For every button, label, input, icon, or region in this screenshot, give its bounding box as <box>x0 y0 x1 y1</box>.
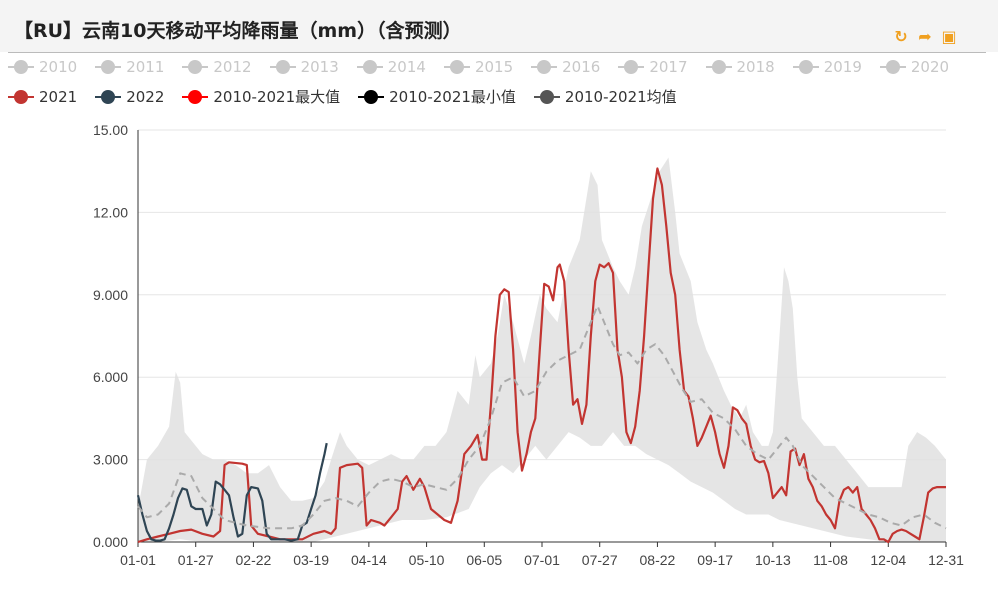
y-tick-label: 12.00 <box>93 204 128 220</box>
legend-item-2018[interactable]: 2018 <box>705 58 775 76</box>
max-min-band <box>138 157 946 542</box>
legend-label: 2019 <box>823 58 862 76</box>
chart-header: 【RU】云南10天移动平均降雨量（mm）（含预测） ↻ ➦ ▣ <box>0 0 998 52</box>
legend-item-2010[interactable]: 2010 <box>8 58 77 76</box>
legend-label: 2011 <box>126 58 165 76</box>
legend-item-2020[interactable]: 2020 <box>879 58 950 76</box>
x-tick-label: 07-01 <box>524 552 560 568</box>
legend-marker-icon <box>792 60 819 74</box>
legend-label: 2016 <box>562 58 601 76</box>
x-tick-label: 07-27 <box>582 552 618 568</box>
legend-marker-icon <box>443 60 470 74</box>
x-tick-label: 10-13 <box>755 552 791 568</box>
legend-label: 2020 <box>910 58 950 76</box>
share-icon[interactable]: ➦ <box>918 29 932 46</box>
legend-item-2013[interactable]: 2013 <box>269 58 339 76</box>
legend-label: 2012 <box>213 58 252 76</box>
legend-item-2015[interactable]: 2015 <box>443 58 514 76</box>
legend-marker-icon <box>269 60 296 74</box>
x-tick-label: 12-31 <box>928 552 964 568</box>
legend-item-2017[interactable]: 2017 <box>618 58 688 76</box>
legend-item-2010-2021均值[interactable]: 2010-2021均值 <box>533 86 677 107</box>
header-divider <box>8 52 986 53</box>
x-tick-label: 04-14 <box>351 552 387 568</box>
chart-toolbar: ↻ ➦ ▣ <box>892 28 958 46</box>
chart-title: 【RU】云南10天移动平均降雨量（mm）（含预测） <box>14 20 462 42</box>
legend-item-2016[interactable]: 2016 <box>531 58 600 76</box>
x-tick-label: 06-05 <box>466 552 502 568</box>
legend-item-2010-2021最大值[interactable]: 2010-2021最大值 <box>182 86 340 107</box>
legend-marker-icon <box>182 60 209 74</box>
x-tick-label: 09-17 <box>697 552 733 568</box>
legend-marker-icon <box>618 60 645 74</box>
legend-label: 2010-2021最大值 <box>213 88 341 106</box>
legend-item-2011[interactable]: 2011 <box>95 58 164 76</box>
legend-marker-icon <box>358 89 385 104</box>
x-tick-label: 12-04 <box>870 552 906 568</box>
x-tick-label: 02-22 <box>236 552 272 568</box>
y-tick-label: 3.000 <box>93 452 128 468</box>
legend-marker-icon <box>8 60 34 74</box>
x-tick-label: 01-01 <box>120 552 156 568</box>
y-tick-label: 9.000 <box>93 287 128 303</box>
legend-label: 2021 <box>39 87 78 106</box>
series-line-2021 <box>137 167 946 544</box>
legend-item-2014[interactable]: 2014 <box>356 58 426 76</box>
legend-item-2012[interactable]: 2012 <box>182 58 252 76</box>
refresh-icon[interactable]: ↻ <box>894 29 908 46</box>
x-tick-label: 08-22 <box>640 552 676 568</box>
legend-label: 2022 <box>126 87 165 106</box>
series-line-2022 <box>136 442 328 542</box>
x-tick-label: 01-27 <box>178 552 214 568</box>
legend-label: 2015 <box>474 58 514 76</box>
legend-marker-icon <box>8 89 34 104</box>
y-tick-label: 6.000 <box>93 369 128 385</box>
legend-marker-icon <box>356 60 383 74</box>
save-image-icon[interactable]: ▣ <box>941 29 957 46</box>
legend-marker-icon <box>533 89 560 104</box>
legend-marker-icon <box>182 89 209 104</box>
legend-label: 2010-2021最小值 <box>389 88 516 106</box>
series-line-2010-2021均值 <box>137 304 947 530</box>
legend-marker-icon <box>705 60 732 74</box>
legend-item-2010-2021最小值[interactable]: 2010-2021最小值 <box>358 86 516 107</box>
legend-marker-icon <box>879 60 906 74</box>
x-tick-label: 11-08 <box>813 552 848 568</box>
legend-row-series: 2021 2022 2010-2021最大值 2010-2021最小值 2010-202… <box>8 86 998 107</box>
legend-row-years: 2010 2011 2012 2013 2014 2015 2016 2017 2018 2019… <box>8 58 998 76</box>
legend-label: 2018 <box>736 58 775 76</box>
legend-item-2021[interactable]: 2021 <box>8 86 77 107</box>
rainfall-line-chart: 0.000 3.000 6.000 9.000 12.00 15.00 01-01 01-27… <box>93 122 964 568</box>
legend-label: 2014 <box>387 58 426 76</box>
legend-label: 2010 <box>39 58 78 76</box>
legend-label: 2010-2021均值 <box>564 88 677 106</box>
legend-marker-icon <box>531 60 558 74</box>
legend-marker-icon <box>95 60 122 74</box>
legend-item-2022[interactable]: 2022 <box>95 86 164 107</box>
x-tick-label: 05-10 <box>409 552 445 568</box>
y-tick-label: 15.00 <box>93 122 128 138</box>
legend-item-2019[interactable]: 2019 <box>792 58 862 76</box>
x-tick-label: 03-19 <box>293 552 329 568</box>
legend-marker-icon <box>95 89 122 104</box>
legend-label: 2017 <box>649 58 688 76</box>
y-tick-label: 0.000 <box>93 534 128 550</box>
legend-label: 2013 <box>300 58 339 76</box>
